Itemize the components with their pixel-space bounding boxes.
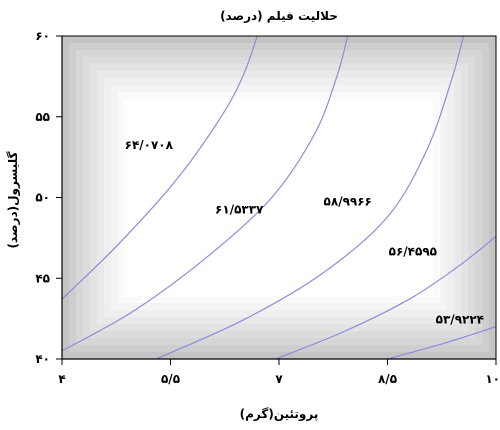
contour-line-2 xyxy=(61,35,349,352)
contour-label-3: ۵۸/۹۹۶۶ xyxy=(324,195,372,209)
contour-line-3 xyxy=(155,35,465,360)
x-tick-label: ۸/۵ xyxy=(378,372,397,386)
y-tick-label: ۵۰ xyxy=(35,191,50,205)
y-axis-ticks: ۴۰ ۴۵ ۵۰ ۵۵ ۶۰ xyxy=(35,29,62,366)
contour-label-1: ۶۴/۰۷۰۸ xyxy=(125,138,174,152)
plot-frame xyxy=(61,35,497,360)
contour-line-4 xyxy=(275,235,497,360)
contour-labels: ۶۴/۰۷۰۸ ۶۱/۵۳۳۷ ۵۸/۹۹۶۶ ۵۶/۴۵۹۵ ۵۳/۹۲۲۴ xyxy=(125,138,484,326)
y-tick-label: ۶۰ xyxy=(35,29,50,43)
contour-line-5 xyxy=(387,326,497,360)
x-axis-label: پروتئین(گرم) xyxy=(240,407,319,422)
contour-line-1 xyxy=(61,35,258,300)
y-axis-label: گلیسرول(درصد) xyxy=(6,152,21,249)
chart-title: حلالیت فیلم (درصد) xyxy=(220,9,338,23)
x-tick-label: ۴ xyxy=(58,372,65,386)
contour-label-4: ۵۶/۴۵۹۵ xyxy=(389,245,437,259)
x-tick-label: ۵/۵ xyxy=(161,372,180,386)
x-tick-label: ۷ xyxy=(275,372,283,386)
y-tick-label: ۴۵ xyxy=(35,271,50,285)
x-axis-ticks: ۴ ۵/۵ ۷ ۸/۵ ۱۰ xyxy=(58,359,500,386)
contour-label-2: ۶۱/۵۳۳۷ xyxy=(215,203,264,217)
x-tick-label: ۱۰ xyxy=(485,372,500,386)
response-surface-shading xyxy=(62,36,496,359)
contour-lines xyxy=(61,35,497,360)
y-tick-label: ۴۰ xyxy=(35,352,50,366)
y-tick-label: ۵۵ xyxy=(35,110,50,124)
contour-label-5: ۵۳/۹۲۲۴ xyxy=(436,312,484,326)
shade-band xyxy=(125,99,433,296)
